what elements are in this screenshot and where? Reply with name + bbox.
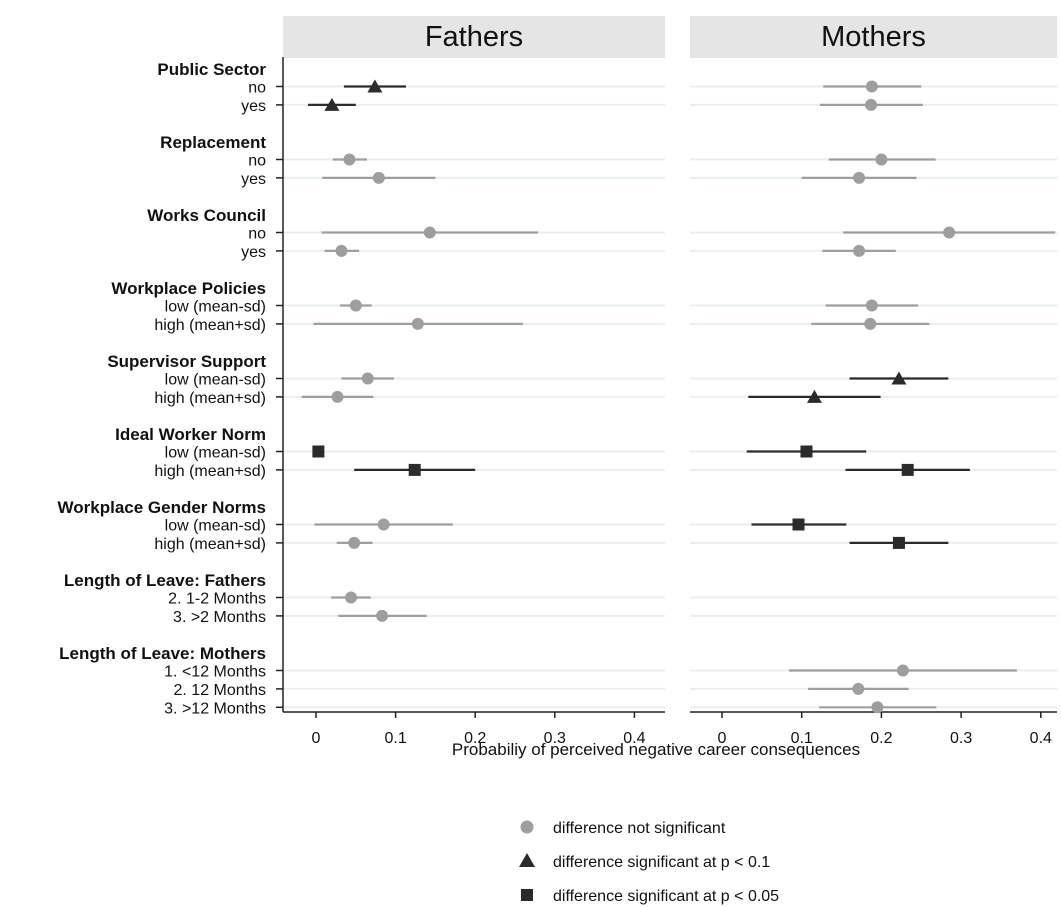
group-title: Length of Leave: Fathers xyxy=(64,571,266,590)
level-label: 3. >2 Months xyxy=(173,609,266,626)
estimate-point xyxy=(806,389,822,403)
estimate-point xyxy=(792,518,805,531)
group-title: Public Sector xyxy=(157,60,266,79)
data-marks xyxy=(301,79,1056,714)
group-title: Workplace Policies xyxy=(111,279,266,298)
x-tick-label: 0 xyxy=(718,730,727,747)
x-axis-title: Probabiliy of perceived negative career … xyxy=(452,740,860,759)
estimate-point xyxy=(312,445,325,458)
level-label: 2. 12 Months xyxy=(174,682,267,699)
estimate-point xyxy=(865,299,878,312)
estimate-point xyxy=(892,536,905,549)
estimate-point xyxy=(853,244,866,257)
level-label: high (mean+sd) xyxy=(154,536,266,553)
legend-marker-triangle xyxy=(519,853,535,867)
estimate-point xyxy=(901,463,914,476)
group-title: Replacement xyxy=(160,133,266,152)
legend-marker-square xyxy=(521,889,533,901)
level-label: high (mean+sd) xyxy=(154,317,266,334)
estimate-point xyxy=(324,97,340,111)
level-label: low (mean-sd) xyxy=(165,299,266,316)
estimate-point xyxy=(871,701,884,714)
estimate-point xyxy=(800,445,813,458)
level-label: low (mean-sd) xyxy=(165,445,266,462)
panel-title-mothers: Mothers xyxy=(821,21,926,53)
estimate-point xyxy=(372,171,385,184)
estimate-point xyxy=(943,226,956,239)
level-label: high (mean+sd) xyxy=(154,390,266,407)
estimate-point xyxy=(349,299,362,312)
group-title: Works Council xyxy=(147,206,266,225)
estimate-point xyxy=(408,463,421,476)
level-label: yes xyxy=(241,171,266,188)
group-title: Supervisor Support xyxy=(107,352,266,371)
estimate-point xyxy=(361,372,374,385)
estimate-point xyxy=(891,371,907,385)
level-label: yes xyxy=(241,244,266,261)
legend-label: difference significant at p < 0.1 xyxy=(553,854,770,871)
level-label: low (mean-sd) xyxy=(165,518,266,535)
legend: difference not significant difference sig… xyxy=(519,820,779,905)
legend-marker-circle xyxy=(520,820,534,834)
x-tick-label: 0.3 xyxy=(544,730,566,747)
level-label: 2. 1-2 Months xyxy=(168,591,266,608)
estimate-point xyxy=(348,536,361,549)
x-tick-label: 0.4 xyxy=(623,730,645,747)
estimate-point xyxy=(423,226,436,239)
level-label: 1. <12 Months xyxy=(164,664,266,681)
group-title: Workplace Gender Norms xyxy=(58,498,266,517)
x-tick-label: 0.2 xyxy=(464,730,486,747)
estimate-point xyxy=(896,664,909,677)
estimate-point xyxy=(343,153,356,166)
estimate-point xyxy=(335,244,348,257)
level-label: yes xyxy=(241,98,266,115)
level-label: no xyxy=(248,226,266,243)
reference-lines xyxy=(283,85,1057,709)
level-label: low (mean-sd) xyxy=(165,372,266,389)
panel-title-fathers: Fathers xyxy=(425,21,523,53)
estimate-point xyxy=(875,153,888,166)
level-label: high (mean+sd) xyxy=(154,463,266,480)
estimate-point xyxy=(411,317,424,330)
panel-headers: Fathers Mothers xyxy=(283,16,1057,58)
estimate-point xyxy=(367,79,383,93)
legend-label: difference significant at p < 0.05 xyxy=(553,888,779,905)
estimate-point xyxy=(853,171,866,184)
level-label: 3. >12 Months xyxy=(164,700,266,717)
group-title: Length of Leave: Mothers xyxy=(59,644,266,663)
estimate-point xyxy=(865,80,878,93)
level-label: no xyxy=(248,153,266,170)
estimate-point xyxy=(865,98,878,111)
estimate-point xyxy=(852,682,865,695)
x-tick-label: 0.1 xyxy=(791,730,813,747)
x-tick-label: 0.2 xyxy=(870,730,892,747)
x-tick-label: 0.1 xyxy=(384,730,406,747)
panel-header-mothers xyxy=(690,16,1057,58)
x-tick-label: 0.4 xyxy=(1030,730,1052,747)
group-title: Ideal Worker Norm xyxy=(115,425,266,444)
estimate-point xyxy=(331,390,344,403)
estimate-point xyxy=(376,609,389,622)
estimate-point xyxy=(345,591,358,604)
panel-header-fathers xyxy=(283,16,665,58)
estimate-point xyxy=(864,317,877,330)
estimate-point xyxy=(377,518,390,531)
row-labels: Public Sector Replacement Works Council Wor… xyxy=(58,60,267,717)
level-label: no xyxy=(248,80,266,97)
legend-label: difference not significant xyxy=(553,820,726,837)
axes: 0 0.1 0.2 0.3 0.4 0 0.1 0.2 0.3 0.4 xyxy=(276,57,1057,747)
x-tick-label: 0 xyxy=(312,730,321,747)
x-tick-label: 0.3 xyxy=(950,730,972,747)
